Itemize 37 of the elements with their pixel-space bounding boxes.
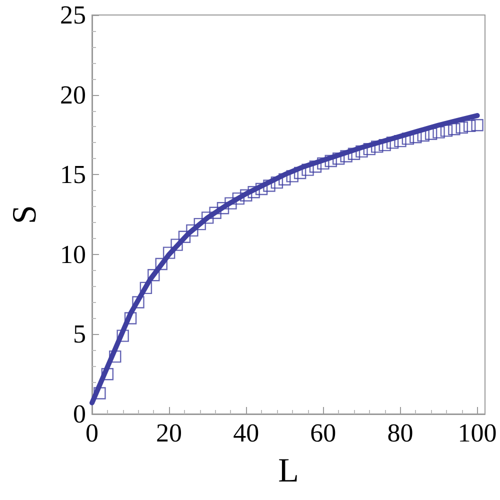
- point: [209, 206, 222, 220]
- point: [232, 192, 245, 205]
- y-tick-label: 0: [73, 400, 86, 428]
- y-tick-label: 10: [60, 240, 86, 269]
- x-tick-label: 80: [387, 418, 414, 448]
- point: [348, 148, 360, 160]
- point: [324, 154, 337, 168]
- point: [170, 238, 183, 251]
- point: [248, 186, 260, 198]
- point: [317, 157, 330, 170]
- point: [148, 269, 160, 282]
- x-axis-title: L: [278, 452, 299, 490]
- y-tick-label: 20: [60, 80, 86, 110]
- point: [178, 230, 191, 243]
- y-axis-title: S: [6, 205, 44, 224]
- x-tick-label: 40: [233, 418, 260, 448]
- point: [440, 124, 453, 137]
- point: [371, 140, 384, 153]
- y-tick-label: 15: [60, 160, 86, 190]
- point: [116, 330, 129, 342]
- x-tick-label: 60: [310, 418, 336, 448]
- point: [255, 182, 268, 196]
- point: [471, 119, 484, 132]
- point: [201, 212, 214, 224]
- x-tick-label: 20: [156, 418, 182, 448]
- x-tick-label: 100: [458, 418, 497, 448]
- point: [162, 246, 176, 259]
- point: [155, 258, 168, 270]
- y-tick-label: 25: [60, 0, 86, 30]
- point: [240, 189, 252, 202]
- point: [224, 197, 237, 210]
- point: [124, 312, 137, 324]
- point: [456, 121, 468, 134]
- y-tick-label: 5: [73, 320, 86, 349]
- point: [448, 123, 460, 136]
- point: [216, 202, 230, 214]
- point: [463, 120, 476, 132]
